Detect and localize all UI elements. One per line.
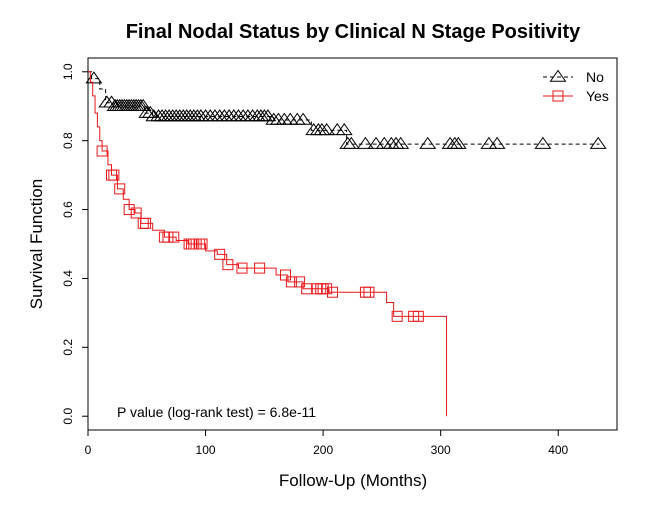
censor-mark (356, 136, 374, 149)
censor-mark (279, 269, 291, 281)
censor-mark (327, 286, 339, 298)
censor-mark (285, 276, 297, 288)
censor-mark (236, 262, 248, 274)
y-tick-label: 0.4 (61, 270, 75, 287)
censor-mark (335, 122, 353, 136)
x-tick-label: 300 (431, 443, 451, 457)
censor-mark (328, 122, 346, 136)
censor-mark (294, 112, 312, 125)
censor-mark (259, 109, 277, 122)
x-tick-label: 400 (548, 443, 568, 457)
plot-frame (87, 57, 618, 431)
legend: No Yes (543, 69, 609, 104)
y-axis: 0.0 0.2 0.4 0.6 0.8 1.0 (61, 63, 88, 425)
series-yes (88, 71, 448, 417)
y-tick-label: 0.6 (61, 201, 75, 218)
legend-label: No (586, 69, 604, 85)
legend-marker (549, 69, 567, 82)
censor-mark (392, 136, 410, 149)
censor-mark (108, 169, 120, 181)
censor-mark (363, 286, 375, 298)
censor-mark (294, 276, 306, 288)
censor-mark (342, 136, 360, 149)
censor-mark (85, 71, 103, 84)
y-tick-label: 0.0 (61, 408, 75, 425)
censor-mark (321, 283, 333, 295)
censor-mark (196, 238, 208, 250)
series-no (85, 71, 607, 149)
censor-mark (214, 248, 226, 260)
x-axis-label: Follow-Up (Months) (279, 471, 427, 490)
censor-mark (367, 136, 385, 149)
y-tick-label: 1.0 (61, 63, 75, 80)
pvalue-annotation: P value (log-rank test) = 6.8e-11 (117, 404, 316, 420)
y-tick-label: 0.8 (61, 132, 75, 149)
x-axis: 0 100 200 300 400 (85, 430, 569, 457)
series-layer (85, 71, 607, 417)
censor-mark (254, 262, 266, 274)
censor-mark (96, 145, 108, 157)
chart-title: Final Nodal Status by Clinical N Stage P… (126, 21, 581, 43)
censor-mark (162, 231, 174, 243)
censor-mark (130, 207, 142, 219)
y-tick-label: 0.2 (61, 339, 75, 356)
survival-curve-yes (88, 71, 448, 417)
x-tick-label: 0 (85, 443, 92, 457)
censor-mark (140, 217, 152, 229)
censor-mark (391, 310, 403, 322)
censor-mark (168, 231, 180, 243)
censor-mark (488, 136, 506, 149)
censor-mark (480, 136, 498, 149)
censor-mark (534, 136, 552, 149)
x-tick-label: 100 (196, 443, 216, 457)
censor-mark (449, 136, 467, 149)
censor-mark (123, 204, 135, 216)
censor-mark (589, 136, 607, 149)
censor-mark (114, 183, 126, 195)
censor-mark (103, 95, 120, 108)
y-axis-label: Survival Function (27, 179, 46, 309)
legend-marker (552, 90, 564, 102)
censor-mark (141, 105, 159, 118)
censor-mark (412, 310, 424, 322)
censor-mark (222, 259, 234, 271)
censor-mark (301, 283, 313, 295)
censor-mark (318, 122, 336, 136)
x-tick-label: 200 (313, 443, 333, 457)
censor-mark (419, 136, 437, 149)
censor-mark (134, 98, 152, 111)
legend-label: Yes (586, 88, 609, 104)
